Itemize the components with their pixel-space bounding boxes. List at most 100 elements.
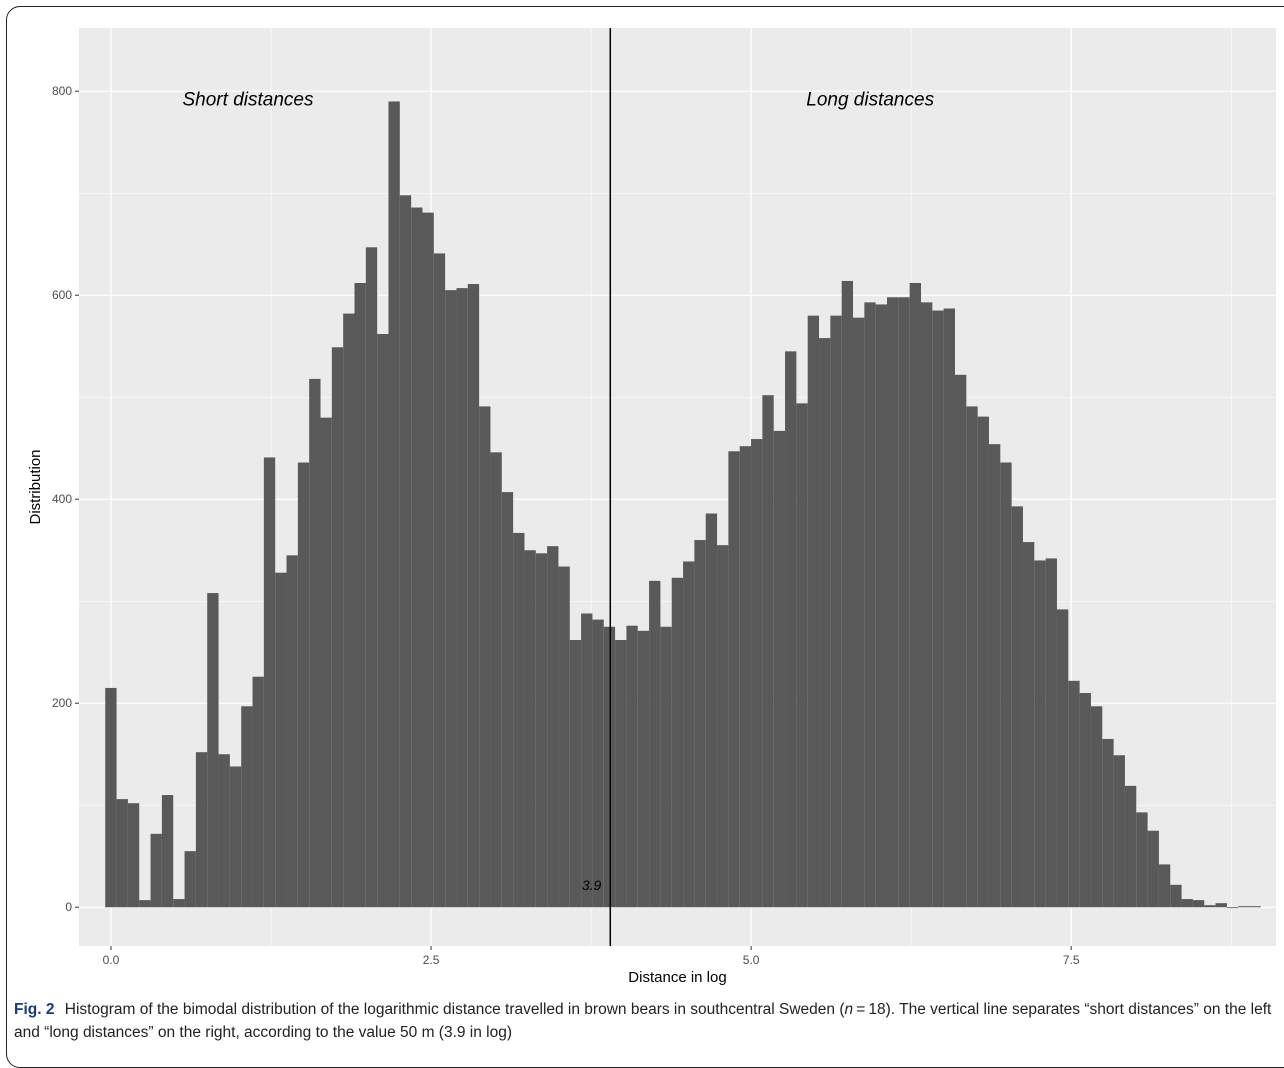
histogram-bar bbox=[920, 302, 933, 908]
histogram-bar bbox=[1158, 864, 1171, 908]
histogram-bar bbox=[1147, 830, 1159, 908]
cutoff-value-label: 3.9 bbox=[582, 877, 602, 893]
histogram-bar bbox=[1226, 907, 1239, 909]
region-annotation: Short distances bbox=[183, 90, 314, 111]
histogram-bar bbox=[626, 625, 638, 908]
histogram-bar bbox=[456, 288, 468, 908]
histogram-bar bbox=[728, 451, 740, 908]
histogram-bar bbox=[297, 462, 310, 908]
histogram-bar bbox=[411, 207, 423, 908]
histogram-bar bbox=[694, 540, 706, 908]
figure-caption: Fig. 2 Histogram of the bimodal distribu… bbox=[14, 998, 1276, 1044]
histogram-bar bbox=[864, 302, 876, 908]
histogram-bar bbox=[1181, 899, 1193, 908]
histogram-bar bbox=[751, 439, 763, 908]
x-axis-title: Distance in log bbox=[628, 969, 726, 986]
histogram-bar bbox=[1045, 558, 1057, 908]
histogram-bar bbox=[331, 347, 344, 908]
histogram-bars bbox=[105, 101, 1261, 909]
histogram-bar bbox=[1079, 693, 1091, 908]
x-tick-label: 0.0 bbox=[103, 953, 120, 967]
y-tick-label: 400 bbox=[52, 492, 72, 506]
histogram-bar bbox=[988, 444, 1001, 908]
region-annotation: Long distances bbox=[806, 90, 934, 111]
annotations: Short distances Long distances 3.9 bbox=[183, 90, 935, 894]
y-axis-ticks: 0 200 400 600 800 bbox=[52, 84, 79, 914]
histogram-bar bbox=[1170, 884, 1182, 908]
histogram-bar bbox=[796, 403, 808, 908]
histogram-bar bbox=[388, 101, 400, 908]
histogram-bar bbox=[286, 555, 298, 908]
histogram-bar bbox=[422, 212, 434, 908]
histogram-bar bbox=[592, 619, 604, 908]
y-axis-title: Distribution bbox=[27, 449, 44, 524]
y-tick-label: 200 bbox=[52, 696, 72, 710]
histogram-bar bbox=[1090, 706, 1103, 908]
histogram-bar bbox=[705, 513, 718, 908]
x-tick-label: 7.5 bbox=[1063, 953, 1080, 967]
histogram-bar bbox=[1249, 906, 1261, 908]
histogram-bar bbox=[569, 640, 582, 908]
histogram-bar bbox=[807, 315, 820, 908]
histogram-bar bbox=[127, 803, 140, 908]
caption-n-symbol: n bbox=[844, 1001, 854, 1018]
histogram-bar bbox=[1192, 900, 1205, 908]
histogram-bar bbox=[218, 754, 230, 908]
histogram-bar bbox=[173, 899, 185, 908]
histogram-bar bbox=[909, 283, 921, 908]
histogram-bar bbox=[320, 417, 332, 908]
figure-label: Fig. 2 bbox=[14, 1001, 55, 1018]
histogram-bar bbox=[195, 752, 208, 908]
histogram-bar bbox=[1056, 609, 1069, 908]
y-tick-label: 0 bbox=[65, 900, 72, 914]
histogram-bar bbox=[263, 457, 276, 908]
histogram-bar bbox=[399, 195, 412, 908]
histogram-bar bbox=[105, 687, 117, 908]
histogram-bar bbox=[739, 446, 752, 908]
histogram-bar bbox=[524, 550, 536, 908]
histogram-bar bbox=[150, 833, 162, 908]
histogram-bar bbox=[1204, 905, 1216, 908]
histogram-bar bbox=[377, 334, 389, 908]
histogram-bar bbox=[558, 566, 570, 908]
histogram-bar bbox=[637, 630, 650, 908]
histogram-bar bbox=[1136, 812, 1148, 908]
histogram-bar bbox=[762, 395, 774, 908]
histogram-bar bbox=[184, 851, 196, 908]
histogram-bar bbox=[1034, 560, 1046, 908]
histogram-bar bbox=[501, 492, 514, 908]
histogram-bar bbox=[1124, 785, 1137, 908]
histogram-bar bbox=[887, 297, 899, 908]
histogram-bar bbox=[932, 310, 944, 908]
caption-text-2: = 18). The vertical line separates “shor… bbox=[14, 1001, 1272, 1041]
histogram-bar bbox=[1113, 755, 1125, 908]
histogram-bar bbox=[966, 406, 978, 908]
histogram-bar bbox=[954, 374, 967, 908]
histogram-bar bbox=[354, 283, 366, 908]
histogram-bar bbox=[671, 577, 684, 908]
histogram-bar bbox=[819, 338, 831, 908]
histogram-bar bbox=[785, 351, 797, 908]
histogram-bar bbox=[1215, 903, 1227, 908]
histogram-bar bbox=[229, 766, 242, 908]
histogram-bar bbox=[977, 416, 989, 908]
histogram-bar bbox=[1011, 506, 1023, 908]
histogram-bar bbox=[343, 313, 355, 908]
x-tick-label: 2.5 bbox=[423, 953, 440, 967]
histogram-bar bbox=[1022, 542, 1035, 908]
histogram-bar bbox=[841, 280, 854, 908]
histogram-bar bbox=[717, 545, 729, 908]
caption-text-1: Histogram of the bimodal distribution of… bbox=[64, 1001, 845, 1018]
histogram-bar bbox=[660, 626, 672, 908]
histogram-bar bbox=[943, 308, 955, 908]
histogram-bar bbox=[445, 290, 457, 908]
histogram-bar bbox=[1068, 680, 1080, 908]
histogram-bar bbox=[1102, 738, 1114, 908]
histogram-bar bbox=[547, 546, 559, 908]
histogram-bar bbox=[535, 553, 548, 908]
histogram-bar bbox=[603, 626, 616, 908]
histogram-bar bbox=[615, 640, 627, 908]
histogram-chart: 0.0 2.5 5.0 7.5 0 200 400 600 800 Short distanc… bbox=[27, 28, 1276, 986]
histogram-bar bbox=[116, 799, 128, 908]
histogram-bar bbox=[683, 561, 695, 908]
